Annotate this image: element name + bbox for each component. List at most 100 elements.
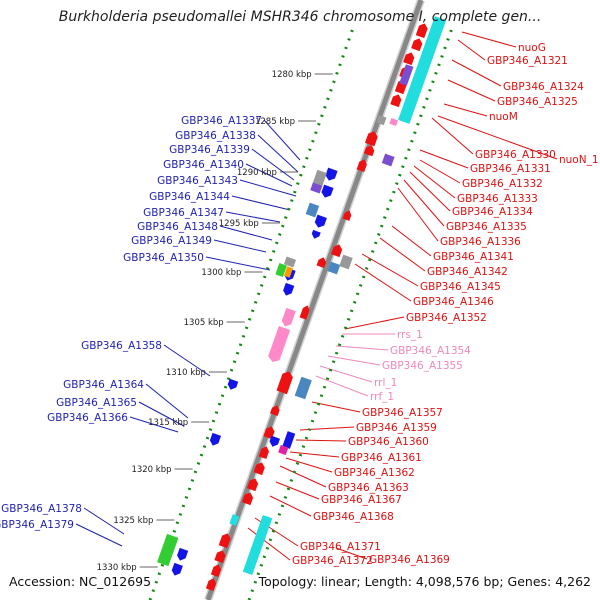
label-connector xyxy=(335,547,368,560)
gene-label-reverse: GBP346_A1321 xyxy=(487,55,568,67)
label-connector xyxy=(431,117,474,155)
forward-gene-feature-shape xyxy=(283,266,293,278)
gene-label-rna: GBP346_A1355 xyxy=(382,360,463,372)
label-connector xyxy=(319,365,373,383)
gene-label-forward: GBP346_A1340 xyxy=(163,159,244,171)
magenta-feature-block xyxy=(278,444,289,456)
reverse-gene-feature-shape xyxy=(356,159,367,172)
forward-gene-feature xyxy=(209,432,222,446)
reverse-gene-feature-shape xyxy=(276,371,293,395)
gene-label-reverse: GBP346_A1369 xyxy=(369,554,450,566)
gene-label-forward: GBP346_A1339 xyxy=(169,144,250,156)
scale-ticks: 1280 kbp 1285 kbp 1290 kbp 1295 kbp 1300 kbp… xyxy=(97,70,333,573)
forward-gene-feature-shape xyxy=(312,169,327,187)
scale-tick-label: 1320 kbp xyxy=(131,465,171,475)
reverse-gene-feature-shape xyxy=(403,52,415,66)
reverse-gene-feature-shape xyxy=(253,462,265,476)
label-connector xyxy=(379,237,426,272)
forward-gene-feature-shape xyxy=(310,182,323,194)
forward-gene-feature xyxy=(321,184,334,198)
label-connector xyxy=(269,495,312,517)
chromosome-backbone xyxy=(204,0,425,600)
forward-gene-feature-shape xyxy=(321,184,334,198)
gene-label-reverse: GBP346_A1330 xyxy=(475,149,556,161)
label-connector xyxy=(263,119,301,161)
label-connector xyxy=(443,103,488,117)
gene-label-reverse: GBP346_A1359 xyxy=(356,422,437,434)
gene-label-reverse: GBP346_A1336 xyxy=(440,236,521,248)
label-connector xyxy=(163,344,211,377)
forward-gene-feature-shape xyxy=(305,202,320,218)
reverse-gene-feature xyxy=(403,52,415,66)
label-connector xyxy=(251,148,295,181)
gene-label-rna: GBP346_A1354 xyxy=(390,345,471,357)
gene-label-reverse: GBP346_A1367 xyxy=(321,494,402,506)
reverse-gene-feature-shape xyxy=(269,435,281,447)
reverse-gene-feature-shape xyxy=(294,376,312,400)
label-connector xyxy=(83,507,125,535)
cyan-feature-block-shape xyxy=(398,16,447,124)
scale-tick-label: 1300 kbp xyxy=(201,268,241,278)
reverse-gene-feature xyxy=(253,462,265,476)
pink-feature-block xyxy=(389,118,398,126)
forward-gene-feature-shape xyxy=(227,378,239,390)
right-dot-track xyxy=(247,29,453,600)
reverse-gene-feature xyxy=(364,131,378,147)
label-connector xyxy=(75,523,123,547)
reverse-gene-feature xyxy=(299,305,310,320)
reverse-gene-feature xyxy=(331,244,343,258)
forward-gene-block xyxy=(282,431,296,449)
label-connector xyxy=(138,401,185,427)
gene-label-reverse: nuoG xyxy=(518,42,546,54)
reverse-gene-feature xyxy=(339,254,353,270)
gene-label-reverse: GBP346_A1361 xyxy=(341,452,422,464)
gene-label-forward: GBP346_A1338 xyxy=(175,130,256,142)
label-connector xyxy=(145,383,189,419)
label-connector xyxy=(285,457,333,473)
reverse-gene-feature xyxy=(363,145,375,157)
scale-tick-label: 1330 kbp xyxy=(97,563,137,573)
label-connector xyxy=(213,239,267,253)
label-connector xyxy=(315,375,369,397)
reverse-gene-feature xyxy=(327,261,341,275)
forward-gene-feature xyxy=(314,214,327,228)
forward-gene-feature-shape xyxy=(325,167,338,181)
label-connector xyxy=(391,225,432,257)
reverse-gene-feature xyxy=(205,578,217,591)
reverse-gene-feature-shape xyxy=(390,94,402,108)
label-connector xyxy=(354,263,412,302)
gene-label-forward: GBP346_A1364 xyxy=(63,379,144,391)
reverse-gene-feature-shape xyxy=(205,578,217,591)
forward-gene-feature-shape xyxy=(283,256,297,268)
reverse-gene-feature-shape xyxy=(258,446,269,459)
gene-label-forward: GBP346_A1365 xyxy=(56,397,137,409)
label-connector xyxy=(275,481,320,500)
scale-tick-label: 1280 kbp xyxy=(272,70,312,80)
reverse-gene-feature-shape xyxy=(241,492,254,506)
gene-label-forward: GBP346_A1344 xyxy=(149,191,230,203)
gene-label-forward: GBP346_A1343 xyxy=(157,175,238,187)
gene-label-reverse: GBP346_A1372 xyxy=(292,555,373,567)
reverse-gene-feature-shape xyxy=(411,38,423,52)
label-connector xyxy=(257,134,299,173)
reverse-gene-feature xyxy=(415,23,428,39)
label-connector xyxy=(457,39,486,61)
forward-gene-feature-shape xyxy=(275,263,287,277)
reverse-gene-feature xyxy=(376,114,387,126)
scale-tick-label: 1295 kbp xyxy=(219,219,259,229)
purple-feature-block xyxy=(381,153,395,167)
label-connector xyxy=(327,355,381,366)
reverse-gene-feature xyxy=(270,405,280,417)
rna-feature-shape xyxy=(268,326,291,362)
label-connector xyxy=(361,253,419,287)
label-connector xyxy=(419,149,469,169)
reverse-gene-feature-shape xyxy=(376,114,387,126)
gene-label-reverse: GBP346_A1357 xyxy=(362,407,443,419)
label-connector xyxy=(437,115,558,160)
scale-tick-label: 1325 kbp xyxy=(113,516,153,526)
gene-label-reverse: nuoN_1 xyxy=(559,154,599,166)
forward-gene-feature xyxy=(305,202,320,218)
label-connector xyxy=(461,31,517,48)
gene-label-reverse: GBP346_A1331 xyxy=(470,163,551,175)
reverse-gene-feature xyxy=(390,94,402,108)
